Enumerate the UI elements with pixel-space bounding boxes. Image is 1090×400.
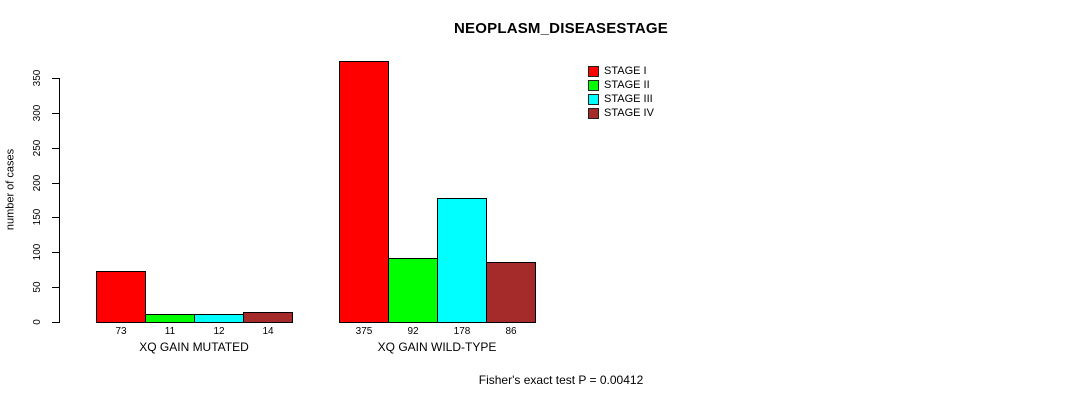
y-tick-label-250: 250 bbox=[32, 139, 43, 157]
group-label-xq-gain-wild-type: XQ GAIN WILD-TYPE bbox=[377, 340, 497, 354]
legend-swatch-stage-ii bbox=[588, 80, 599, 91]
bar-stage-i-xq-gain-wild-type bbox=[339, 61, 389, 323]
y-axis-label: number of cases bbox=[4, 148, 17, 231]
y-tick-mark-350 bbox=[52, 78, 59, 79]
y-tick-label-300: 300 bbox=[32, 104, 43, 122]
bar-value-stage-ii-xq-gain-wild-type: 92 bbox=[407, 326, 419, 337]
y-tick-mark-200 bbox=[52, 183, 59, 184]
y-tick-mark-250 bbox=[52, 148, 59, 149]
y-axis-line bbox=[59, 78, 60, 323]
bar-stage-iv-xq-gain-mutated bbox=[243, 312, 293, 323]
bar-stage-iii-xq-gain-mutated bbox=[194, 314, 244, 323]
y-tick-label-200: 200 bbox=[32, 174, 43, 192]
group-label-xq-gain-mutated: XQ GAIN MUTATED bbox=[139, 340, 249, 354]
bar-stage-iii-xq-gain-wild-type bbox=[437, 198, 487, 323]
legend-label-stage-iv: STAGE IV bbox=[604, 107, 654, 119]
legend-item-stage-iii: STAGE III bbox=[588, 94, 654, 105]
bar-value-stage-i-xq-gain-mutated: 73 bbox=[115, 326, 127, 337]
legend-item-stage-i: STAGE I bbox=[588, 66, 654, 77]
legend: STAGE I STAGE II STAGE III STAGE IV bbox=[588, 66, 654, 122]
bar-value-stage-ii-xq-gain-mutated: 11 bbox=[164, 326, 176, 337]
y-tick-mark-100 bbox=[52, 252, 59, 253]
y-tick-mark-300 bbox=[52, 113, 59, 114]
bar-stage-ii-xq-gain-wild-type bbox=[388, 258, 438, 323]
y-tick-label-150: 150 bbox=[32, 208, 43, 226]
y-tick-label-0: 0 bbox=[32, 319, 43, 325]
legend-swatch-stage-iv bbox=[588, 108, 599, 119]
y-tick-mark-150 bbox=[52, 217, 59, 218]
bar-value-stage-iv-xq-gain-mutated: 14 bbox=[262, 326, 274, 337]
y-tick-label-50: 50 bbox=[32, 281, 43, 293]
legend-label-stage-ii: STAGE II bbox=[604, 79, 650, 91]
bar-value-stage-iii-xq-gain-wild-type: 178 bbox=[453, 326, 471, 337]
y-tick-mark-50 bbox=[52, 287, 59, 288]
y-tick-label-100: 100 bbox=[32, 243, 43, 261]
fisher-test-annotation: Fisher's exact test P = 0.00412 bbox=[478, 373, 644, 387]
y-tick-label-350: 350 bbox=[32, 69, 43, 87]
bar-value-stage-i-xq-gain-wild-type: 375 bbox=[355, 326, 373, 337]
y-tick-mark-0 bbox=[52, 322, 59, 323]
legend-swatch-stage-iii bbox=[588, 94, 599, 105]
bar-value-stage-iii-xq-gain-mutated: 12 bbox=[213, 326, 225, 337]
legend-item-stage-ii: STAGE II bbox=[588, 80, 654, 91]
bar-stage-iv-xq-gain-wild-type bbox=[486, 262, 536, 323]
legend-item-stage-iv: STAGE IV bbox=[588, 108, 654, 119]
chart-title: NEOPLASM_DISEASESTAGE bbox=[454, 20, 668, 37]
bar-stage-ii-xq-gain-mutated bbox=[145, 314, 195, 323]
bar-value-stage-iv-xq-gain-wild-type: 86 bbox=[505, 326, 517, 337]
bar-stage-i-xq-gain-mutated bbox=[96, 271, 146, 323]
legend-label-stage-i: STAGE I bbox=[604, 65, 647, 77]
legend-label-stage-iii: STAGE III bbox=[604, 93, 653, 105]
legend-swatch-stage-i bbox=[588, 66, 599, 77]
